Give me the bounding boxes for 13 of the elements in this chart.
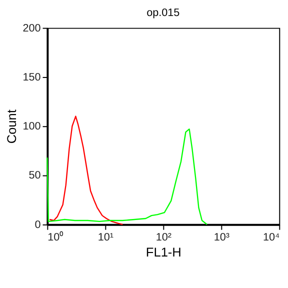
x-tick-label: 10¹ bbox=[98, 232, 114, 244]
y-tick-label: 200 bbox=[22, 22, 41, 34]
x-tick-label: 10² bbox=[156, 232, 172, 244]
y-axis-title: Count bbox=[4, 109, 19, 144]
y-tick-label: 100 bbox=[22, 120, 41, 133]
x-axis-title: FL1-H bbox=[146, 244, 182, 260]
x-tick-label: 10³ bbox=[214, 232, 230, 244]
x-tick-label: 10⁴ bbox=[262, 232, 280, 244]
y-tick-label: 150 bbox=[22, 71, 41, 84]
y-tick-label: 0 bbox=[34, 218, 41, 231]
x-tick-label: 10⁰ bbox=[48, 230, 64, 244]
y-tick-label: 50 bbox=[28, 170, 41, 182]
chart-title: op.015 bbox=[146, 7, 180, 20]
